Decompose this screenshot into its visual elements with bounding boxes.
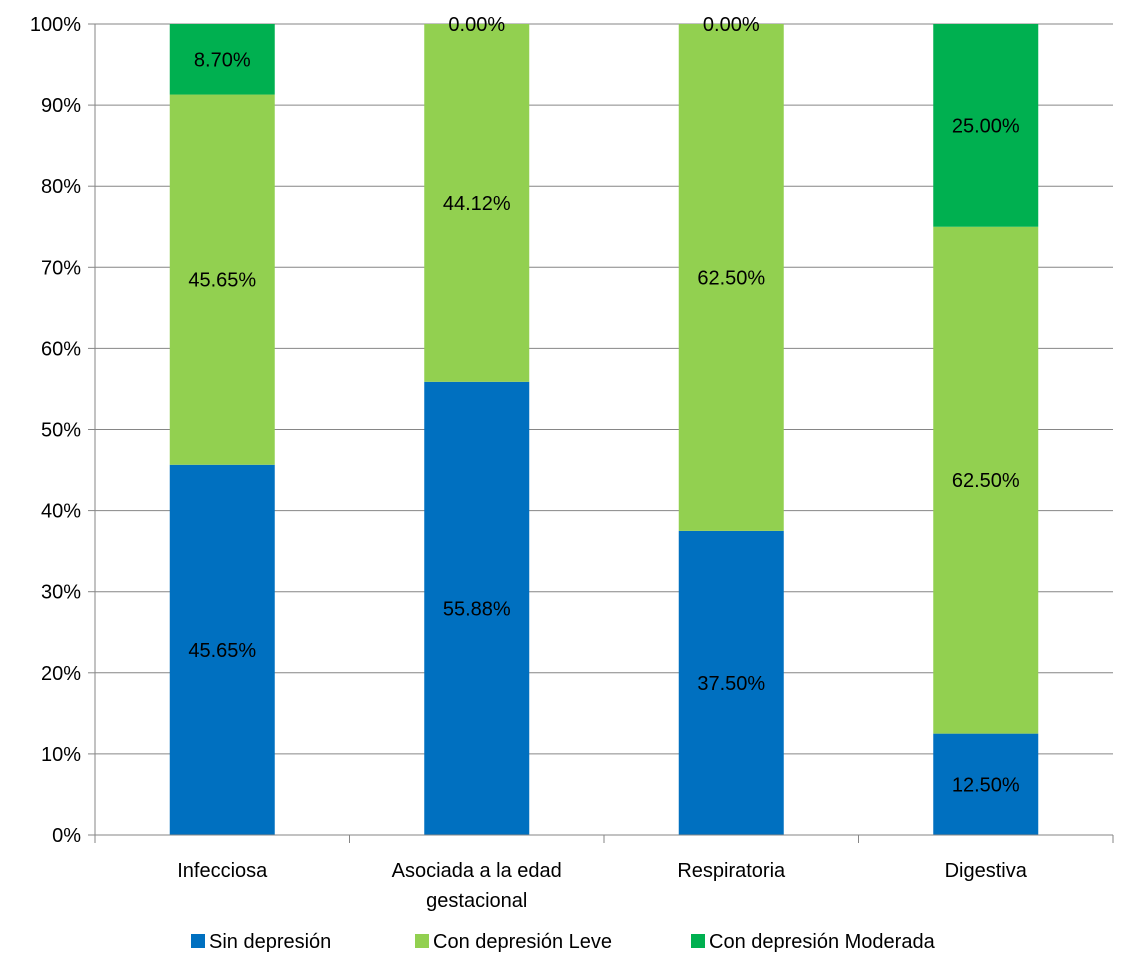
x-tick-label: Asociada a la edad: [392, 860, 562, 882]
bar-segment: [678, 24, 784, 531]
y-tick-label: 40%: [41, 501, 81, 523]
legend-swatch: [191, 934, 205, 948]
legend: Sin depresión Con depresión Leve Con depre…: [191, 931, 936, 953]
bar-segment: [933, 226, 1039, 734]
x-tick-label: Respiratoria: [677, 860, 786, 882]
data-label: 45.65%: [188, 270, 256, 292]
x-tick-label: gestacional: [426, 890, 527, 912]
data-label: 45.65%: [188, 640, 256, 662]
y-tick-label: 20%: [41, 663, 81, 685]
bars: [169, 24, 1039, 835]
legend-swatch: [415, 934, 429, 948]
data-label: 0.00%: [703, 14, 760, 36]
data-label: 37.50%: [697, 673, 765, 695]
y-tick-label: 50%: [41, 420, 81, 442]
x-tick-label: Digestiva: [945, 860, 1028, 882]
legend-swatch: [691, 934, 705, 948]
legend-label: Con depresión Moderada: [709, 931, 936, 953]
data-label: 62.50%: [952, 470, 1020, 492]
bar-segment: [169, 94, 275, 465]
y-tick-label: 60%: [41, 338, 81, 360]
data-label: 44.12%: [443, 193, 511, 215]
bar-segment: [424, 381, 530, 835]
y-tick-label: 70%: [41, 257, 81, 279]
bar-segment: [933, 24, 1039, 227]
data-label: 8.70%: [194, 49, 251, 71]
y-tick-label: 0%: [52, 825, 81, 847]
data-label: 12.50%: [952, 774, 1020, 796]
bar-segment: [678, 530, 784, 835]
data-label: 62.50%: [697, 267, 765, 289]
x-tick-label: Infecciosa: [177, 860, 268, 882]
y-tick-label: 100%: [30, 14, 81, 36]
y-tick-label: 30%: [41, 582, 81, 604]
y-tick-label: 10%: [41, 744, 81, 766]
bar-segment: [169, 24, 275, 95]
legend-label: Sin depresión: [209, 931, 331, 953]
y-tick-label: 80%: [41, 176, 81, 198]
data-label: 55.88%: [443, 598, 511, 620]
data-label: 0.00%: [448, 14, 505, 36]
data-label: 25.00%: [952, 115, 1020, 137]
y-tick-label: 90%: [41, 95, 81, 117]
axes: 0% 10% 20% 30% 40% 50% 60% 70% 80% 90% 100% Infecci…: [30, 14, 1114, 912]
data-labels: 45.65% 45.65% 8.70% 55.88% 44.12% 0.00% 37.50%…: [188, 14, 1020, 796]
bar-segment: [424, 24, 530, 382]
bar-segment: [169, 464, 275, 835]
legend-label: Con depresión Leve: [433, 931, 612, 953]
bar-segment: [933, 733, 1039, 835]
